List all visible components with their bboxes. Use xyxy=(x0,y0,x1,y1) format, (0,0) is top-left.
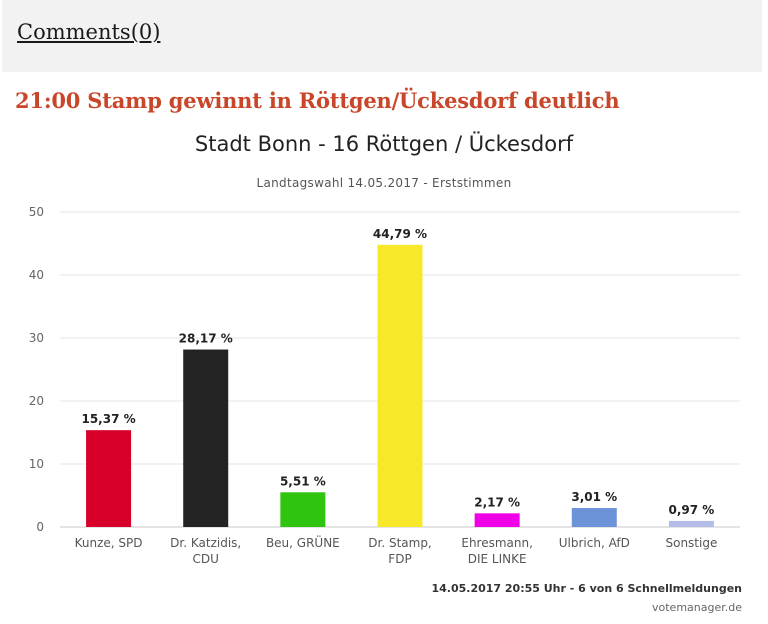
x-tick-label: Dr. Stamp, FDP xyxy=(368,536,432,566)
y-tick-label: 30 xyxy=(29,331,44,345)
chart-footer-meta: 14.05.2017 20:55 Uhr - 6 von 6 Schnellme… xyxy=(431,582,742,595)
data-label: 44,79 % xyxy=(373,227,427,241)
data-label: 5,51 % xyxy=(280,474,326,488)
chart-footer-credit[interactable]: votemanager.de xyxy=(652,601,742,614)
y-tick-label: 0 xyxy=(36,520,44,534)
election-chart: Stadt Bonn - 16 Röttgen / Ückesdorf Land… xyxy=(0,122,768,624)
x-tick-label: Ehresmann, DIE LINKE xyxy=(461,536,533,566)
data-label: 28,17 % xyxy=(179,332,233,346)
x-tick-label: Ulbrich, AfD xyxy=(559,536,630,550)
y-tick-label: 20 xyxy=(29,394,44,408)
comments-bar: Comments(0) xyxy=(2,0,762,72)
bar xyxy=(183,349,229,527)
data-label: 2,17 % xyxy=(474,495,520,509)
chart-title: Stadt Bonn - 16 Röttgen / Ückesdorf xyxy=(194,132,574,156)
bar xyxy=(571,508,617,527)
y-tick-label: 40 xyxy=(29,268,44,282)
bar xyxy=(377,244,423,527)
y-tick-label: 50 xyxy=(29,205,44,219)
bar xyxy=(668,520,714,527)
comments-link[interactable]: Comments(0) xyxy=(17,20,161,44)
chart-plot: 0 10 20 30 40 50 15,37 % Kunze, SPD 28,17 % Dr. K… xyxy=(29,205,740,566)
data-label: 0,97 % xyxy=(669,503,715,517)
data-label: 15,37 % xyxy=(81,412,135,426)
data-label: 3,01 % xyxy=(571,490,617,504)
bar xyxy=(474,513,520,527)
x-tick-label: Beu, GRÜNE xyxy=(266,534,340,550)
x-tick-label: Kunze, SPD xyxy=(75,536,143,550)
x-tick-label: Dr. Katzidis, CDU xyxy=(170,536,241,566)
bar xyxy=(280,492,326,527)
x-tick-label: Sonstige xyxy=(665,536,717,550)
chart-subtitle: Landtagswahl 14.05.2017 - Erststimmen xyxy=(256,176,512,190)
post-headline: 21:00 Stamp gewinnt in Röttgen/Ückesdorf… xyxy=(15,88,620,113)
y-tick-label: 10 xyxy=(29,457,44,471)
bar xyxy=(86,430,132,527)
